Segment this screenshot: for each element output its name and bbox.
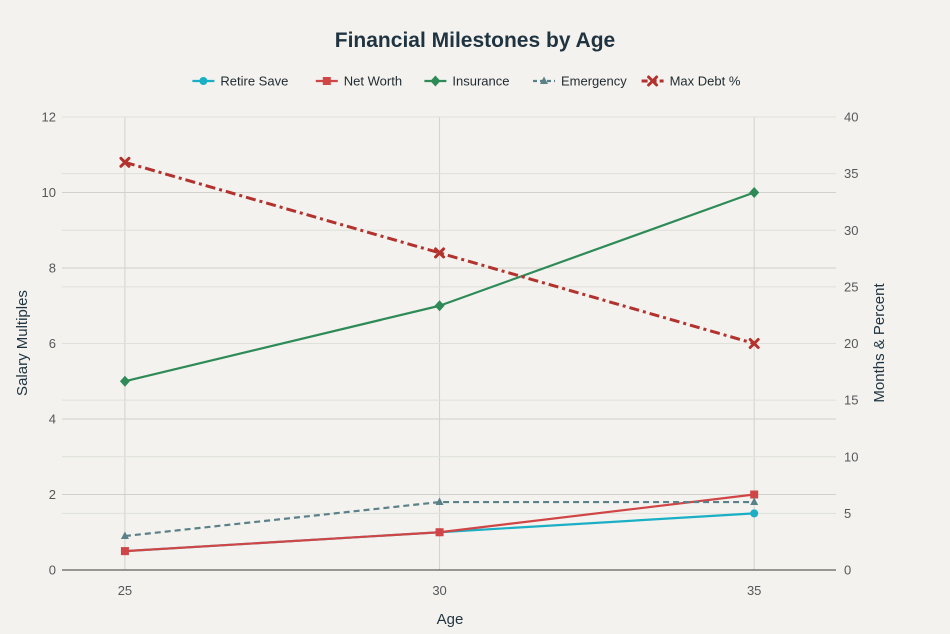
data-point — [119, 156, 131, 168]
series-insurance — [119, 187, 760, 387]
data-point — [750, 497, 759, 506]
legend-swatch-marker — [199, 77, 208, 85]
legend-swatch-marker — [322, 77, 331, 85]
legend-swatch-marker — [647, 75, 659, 87]
legend-item-insurance: Insurance — [424, 74, 509, 89]
series-line — [124, 500, 755, 538]
y-right-tick-label: 35 — [844, 166, 858, 181]
y-left-tick-label: 2 — [49, 487, 56, 502]
legend: Retire Save Net Worth Insurance Emergency Ma… — [192, 74, 741, 89]
y-right-tick-label: 25 — [844, 279, 858, 294]
data-point — [434, 300, 445, 312]
axes: 25 30 35 0 2 4 6 8 10 12 0 5 10 15 20 25 30 35 40 — [42, 110, 859, 599]
x-tick-label: 30 — [432, 583, 446, 598]
legend-label: Emergency — [561, 74, 627, 89]
data-point — [120, 531, 129, 540]
legend-item-retire-save: Retire Save — [192, 74, 288, 89]
x-tick-label: 35 — [747, 583, 761, 598]
y-left-tick-label: 10 — [42, 185, 56, 200]
legend-item-max-debt: Max Debt % — [641, 74, 741, 89]
chart-title: Financial Milestones by Age — [335, 29, 615, 52]
x-tick-label: 25 — [118, 583, 132, 598]
y-right-tick-label: 20 — [844, 336, 858, 351]
y-right-tick-label: 30 — [844, 223, 858, 238]
y-left-tick-label: 12 — [42, 110, 56, 125]
legend-label: Net Worth — [344, 74, 402, 89]
data-point — [434, 247, 446, 259]
y-left-tick-label: 4 — [49, 412, 56, 427]
y-right-tick-label: 5 — [844, 506, 851, 521]
data-point — [750, 509, 759, 518]
y-left-tick-label: 6 — [49, 336, 56, 351]
y-right-tick-label: 0 — [844, 563, 851, 578]
data-point — [119, 375, 130, 387]
series-layer — [119, 156, 760, 556]
y-left-tick-label: 8 — [49, 261, 56, 276]
data-point — [750, 490, 759, 499]
legend-label: Retire Save — [220, 74, 288, 89]
data-point — [435, 497, 444, 506]
legend-swatch-marker — [540, 76, 548, 84]
series-emergency — [120, 497, 759, 540]
x-axis-title: Age — [437, 611, 464, 628]
series-line — [124, 160, 755, 345]
series-net-worth — [120, 490, 759, 556]
y-axis-right-title: Months & Percent — [871, 283, 888, 403]
y-right-tick-label: 10 — [844, 449, 858, 464]
data-point — [120, 547, 129, 556]
y-left-tick-label: 0 — [49, 563, 56, 578]
data-point — [435, 528, 444, 537]
series-max-debt — [119, 156, 760, 349]
legend-item-net-worth: Net Worth — [315, 74, 402, 89]
legend-label: Insurance — [452, 74, 509, 89]
y-axis-left-title: Salary Multiples — [14, 290, 31, 396]
data-point — [748, 338, 760, 349]
y-right-tick-label: 15 — [844, 393, 858, 408]
legend-item-emergency: Emergency — [533, 74, 627, 89]
legend-swatch-marker — [430, 75, 441, 87]
y-right-tick-label: 40 — [844, 110, 858, 125]
data-point — [749, 187, 760, 198]
legend-label: Max Debt % — [670, 74, 741, 89]
